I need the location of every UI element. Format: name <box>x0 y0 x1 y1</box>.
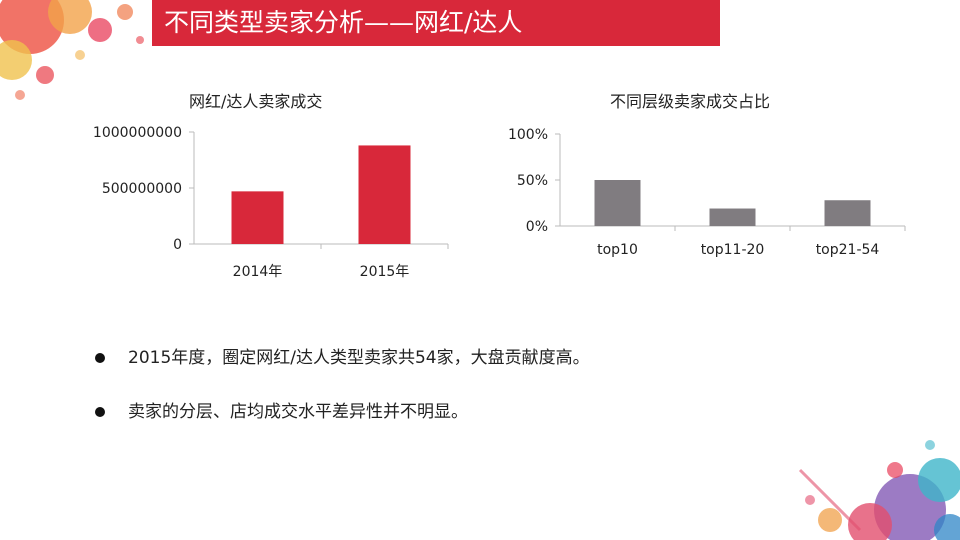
bullet-list: 2015年度，圈定网红/达人类型卖家共54家，大盘贡献度高。 卖家的分层、店均成… <box>92 344 590 452</box>
x-tick-label: 2014年 <box>233 264 283 280</box>
bar <box>824 200 871 226</box>
paint-splash-decoration <box>798 440 960 540</box>
bar <box>709 208 756 226</box>
bullet-dot-icon <box>95 407 105 417</box>
y-tick-label: 500000000 <box>102 181 182 197</box>
paint-splash-decoration <box>0 0 144 100</box>
chart-2-title: 不同层级卖家成交占比 <box>610 92 771 111</box>
bullet-text: 卖家的分层、店均成交水平差异性并不明显。 <box>128 402 468 422</box>
chart-1-title: 网红/达人卖家成交 <box>189 92 323 111</box>
bullet-item: 2015年度，圈定网红/达人类型卖家共54家，大盘贡献度高。 <box>92 344 590 398</box>
x-tick-label: top11-20 <box>701 242 765 258</box>
y-tick-label: 0 <box>173 237 182 253</box>
bar <box>231 191 284 244</box>
bar <box>594 180 641 226</box>
y-tick-label: 100% <box>508 127 548 143</box>
slide-title: 不同类型卖家分析——网红/达人 <box>152 0 720 46</box>
bullet-dot-icon <box>95 353 105 363</box>
bullet-text: 2015年度，圈定网红/达人类型卖家共54家，大盘贡献度高。 <box>128 348 590 368</box>
y-tick-label: 50% <box>517 173 548 189</box>
bullet-item: 卖家的分层、店均成交水平差异性并不明显。 <box>92 398 590 452</box>
x-tick-label: 2015年 <box>360 264 410 280</box>
y-tick-label: 1000000000 <box>93 125 182 141</box>
bar <box>358 145 411 244</box>
y-tick-label: 0% <box>526 219 548 235</box>
x-tick-label: top10 <box>597 242 638 258</box>
x-tick-label: top21-54 <box>816 242 880 258</box>
